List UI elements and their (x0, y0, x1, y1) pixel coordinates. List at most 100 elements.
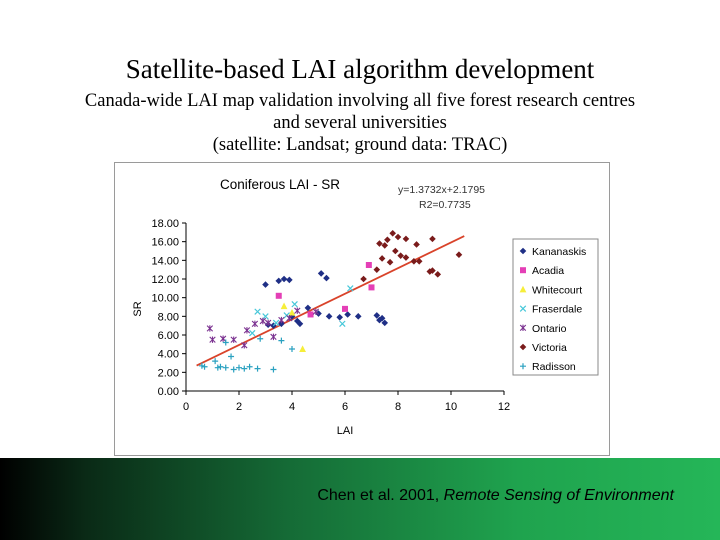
slide-title: Satellite-based LAI algorithm developmen… (125, 54, 595, 84)
point-radisson (254, 365, 261, 372)
point-ontario (219, 335, 227, 342)
scatter-chart: Coniferous LAI - SR y=1.3732x+2.1795 R2=… (132, 177, 599, 437)
point-kananaskis (296, 320, 304, 328)
point-radisson (222, 339, 229, 346)
chart-title: Coniferous LAI - SR (220, 177, 340, 192)
y-axis-title: SR (132, 301, 144, 316)
trend-r2: R2=0.7735 (419, 199, 471, 211)
point-ontario (270, 333, 277, 341)
citation-journal: Remote Sensing of Environment (443, 487, 674, 504)
point-ontario (209, 336, 216, 343)
point-acadia (275, 292, 282, 299)
legend-label-whitecourt: Whitecourt (532, 284, 582, 296)
point-victoria (429, 235, 436, 243)
x-tick-label: 6 (342, 401, 348, 413)
point-fraserdale (272, 319, 280, 327)
legend-label-victoria: Victoria (532, 342, 567, 354)
x-axis-title: LAI (337, 425, 354, 437)
trendline-group (196, 235, 465, 367)
point-whitecourt (299, 345, 306, 352)
legend-marker-ontario (519, 324, 527, 331)
y-tick-label: 14.00 (151, 255, 179, 267)
point-radisson (289, 346, 295, 352)
point-ontario (286, 315, 293, 322)
point-ontario (230, 336, 237, 343)
point-victoria (434, 271, 442, 278)
legend-marker-whitecourt (519, 285, 527, 293)
point-whitecourt (280, 302, 288, 310)
point-victoria (394, 233, 402, 241)
point-kananaskis (323, 274, 330, 282)
point-kananaskis (354, 313, 362, 320)
citation-authors: Chen et al. 2001, (317, 487, 440, 504)
point-ontario (241, 342, 248, 349)
point-victoria (415, 257, 423, 265)
point-ontario (278, 316, 285, 324)
point-kananaskis (325, 313, 333, 320)
point-radisson (236, 364, 242, 371)
citation: Chen et al. 2001, Remote Sensing of Envi… (317, 487, 674, 505)
y-tick-label: 2.00 (158, 367, 179, 379)
point-victoria (410, 257, 418, 265)
point-radisson (230, 366, 237, 373)
point-ontario (259, 317, 267, 325)
point-kananaskis (336, 313, 343, 321)
point-kananaskis (373, 312, 381, 319)
point-victoria (429, 267, 436, 274)
point-fraserdale (249, 329, 256, 337)
y-tick-label: 6.00 (158, 330, 179, 342)
legend-label-fraserdale: Fraserdale (532, 304, 582, 316)
point-radisson (198, 362, 205, 369)
point-whitecourt (288, 309, 296, 316)
point-acadia (342, 305, 348, 312)
point-victoria (397, 252, 404, 259)
x-tick-label: 2 (236, 401, 242, 413)
point-kananaskis (275, 277, 283, 285)
axes: 0.00 2.00 4.00 6.00 8.00 10.00 12.00 14.00 16.00… (151, 218, 510, 413)
point-fraserdale (254, 308, 261, 315)
point-ontario (206, 325, 214, 332)
point-ontario (312, 308, 320, 315)
footer-band (0, 458, 720, 540)
point-victoria (381, 242, 389, 249)
point-radisson (228, 353, 235, 360)
point-victoria (426, 268, 434, 275)
point-victoria (402, 254, 410, 261)
point-victoria (384, 236, 391, 244)
y-tick-label: 18.00 (151, 218, 179, 230)
subtitle-line-2: and several universities (273, 113, 447, 133)
trendline (196, 235, 465, 367)
legend-marker-acadia (520, 267, 526, 274)
point-radisson (270, 366, 277, 373)
point-ontario (251, 320, 259, 327)
legend-label-radisson: Radisson (532, 361, 576, 373)
x-tick-label: 12 (498, 401, 510, 413)
point-radisson (222, 364, 229, 371)
x-tick-label: 4 (289, 401, 295, 413)
point-victoria (389, 229, 396, 237)
point-victoria (376, 240, 383, 247)
x-tick-label: 0 (183, 401, 189, 413)
y-tick-label: 0.00 (158, 386, 179, 398)
x-tick-label: 10 (445, 401, 457, 413)
subtitle-line-3: (satellite: Landsat; ground data: TRAC) (212, 135, 508, 155)
point-kananaskis (378, 314, 386, 322)
point-victoria (413, 241, 420, 248)
subtitle-line-1: Canada-wide LAI map validation involving… (84, 91, 636, 111)
y-tick-label: 4.00 (158, 349, 179, 361)
point-victoria (378, 255, 386, 262)
point-kananaskis (304, 304, 312, 312)
point-victoria (402, 235, 410, 243)
point-radisson (214, 364, 221, 371)
point-fraserdale (347, 285, 354, 292)
legend-marker-fraserdale (519, 305, 527, 312)
point-ontario (264, 319, 272, 327)
y-tick-label: 12.00 (151, 274, 179, 286)
point-victoria (386, 258, 394, 266)
point-acadia (368, 284, 375, 291)
trend-equation: y=1.3732x+2.1795 (398, 184, 485, 196)
point-kananaskis (376, 316, 383, 324)
point-radisson (257, 335, 264, 342)
point-kananaskis (344, 311, 351, 318)
point-radisson (241, 365, 248, 372)
